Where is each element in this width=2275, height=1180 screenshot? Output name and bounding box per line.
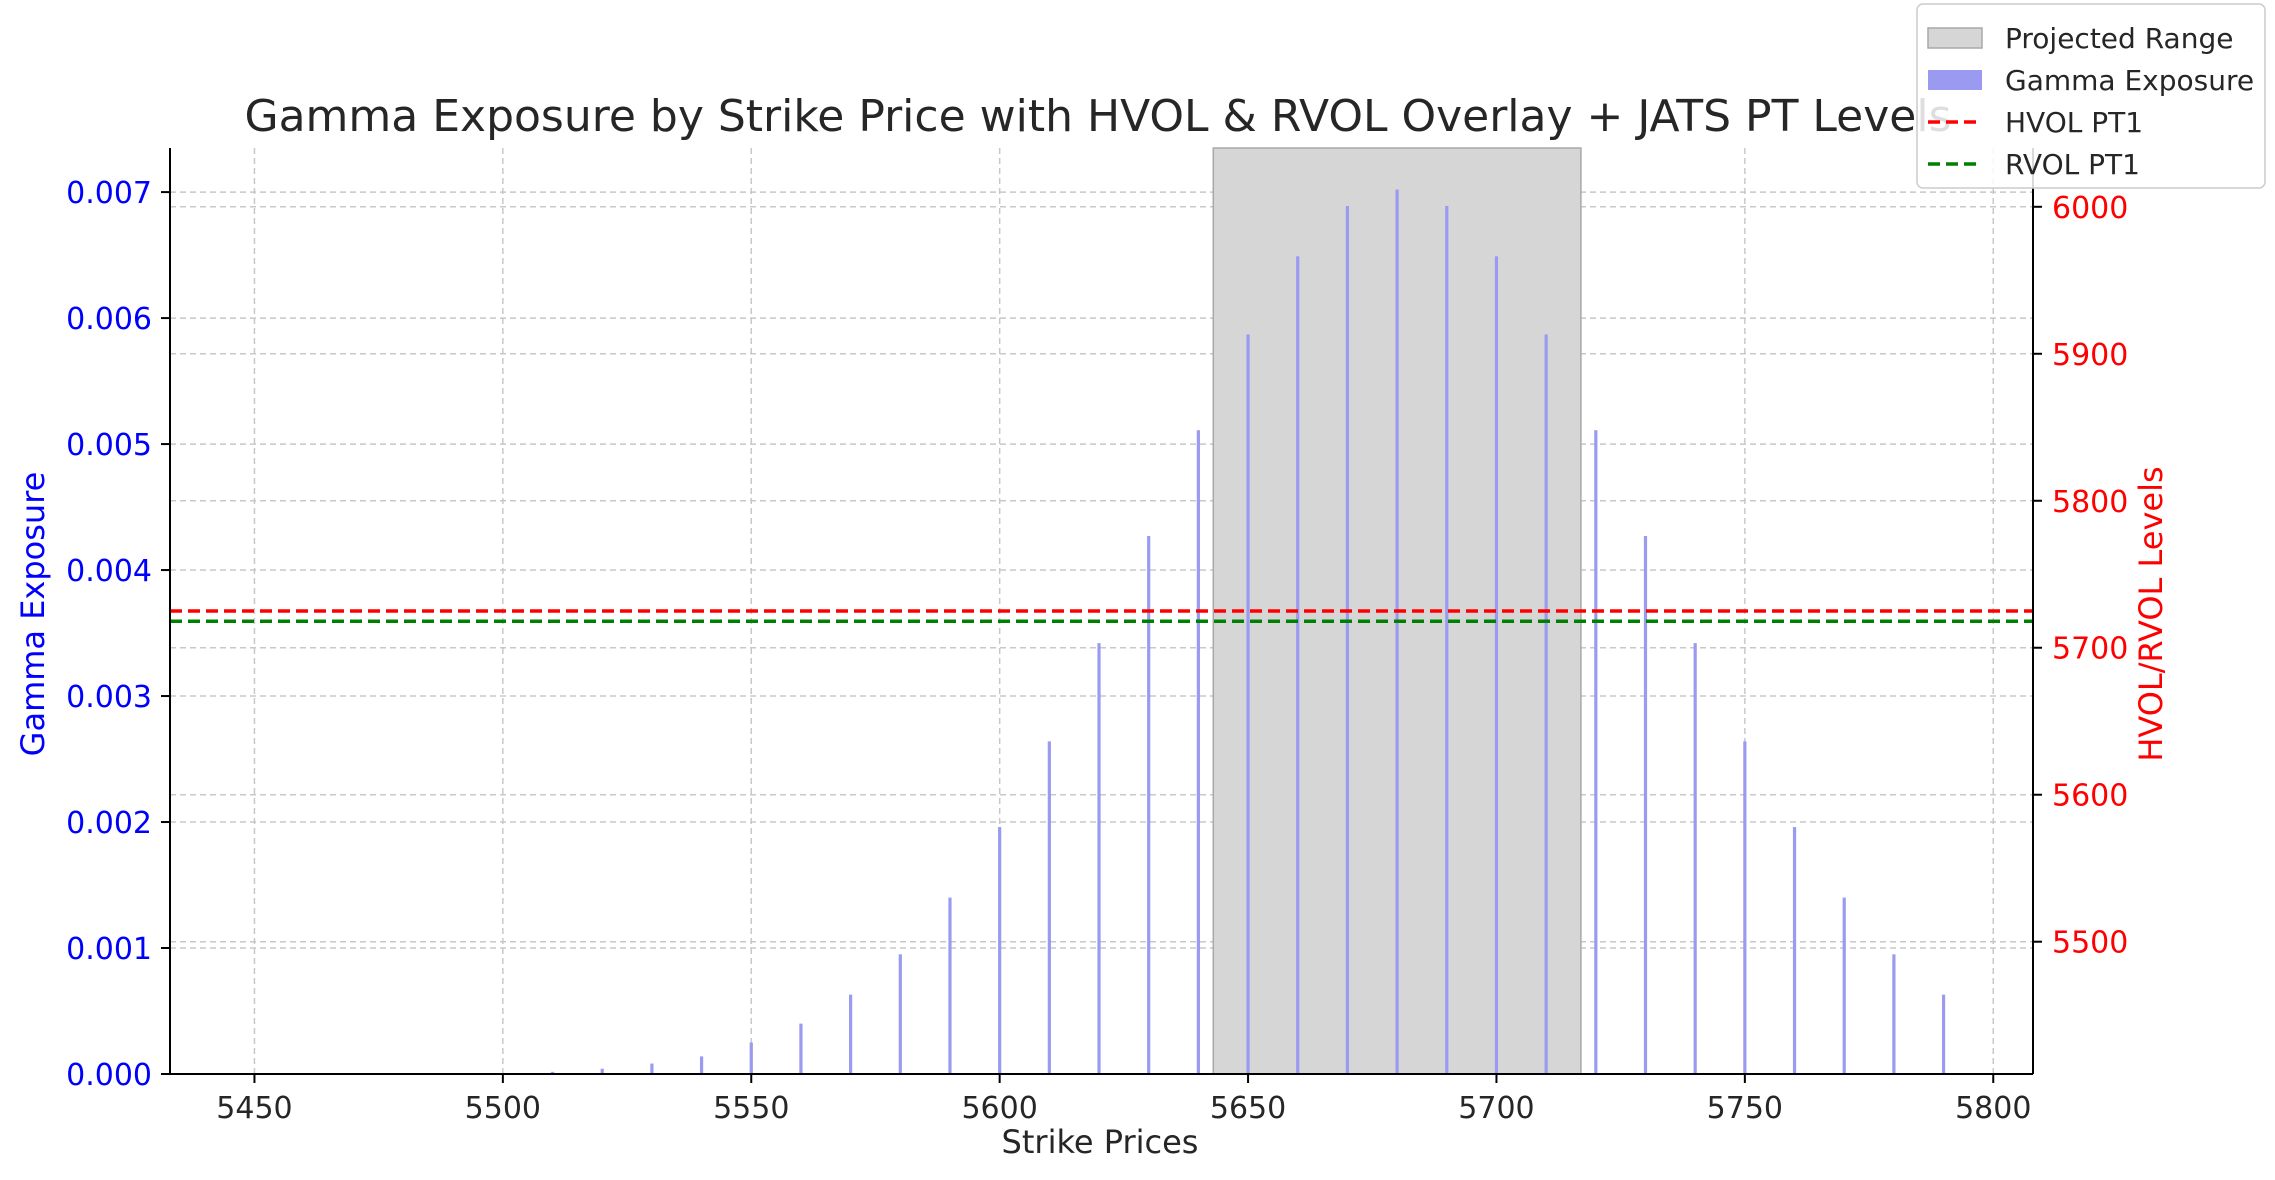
y2-tick-label-0: 5500 [2052, 926, 2128, 961]
y-axis-left-title: Gamma Exposure [14, 472, 52, 757]
y2-tick-label-4: 5900 [2052, 338, 2128, 373]
legend-label-rvol-pt1: RVOL PT1 [2005, 148, 2140, 181]
y-tick-label-7: 0.007 [66, 176, 152, 211]
y-axis-right-ticks: 5500 5600 5700 5800 5900 6000 [2033, 191, 2128, 961]
gamma-bar-5730 [1643, 536, 1648, 1074]
pt-level-lines [170, 609, 2033, 624]
gamma-bar-5750 [1743, 741, 1747, 1074]
y-axis-left-ticks: 0.000 0.001 0.002 0.003 0.004 0.005 0.006 0.007 [66, 176, 170, 1093]
gamma-bar-5780 [1892, 954, 1896, 1074]
gamma-bar-5630 [1147, 536, 1151, 1074]
y-tick-label-1: 0.001 [66, 932, 152, 967]
legend-label-hvol-pt1: HVOL PT1 [2005, 106, 2143, 139]
x-axis-ticks: 5450 5500 5550 5600 5650 5700 5750 5800 [216, 1074, 2031, 1126]
gamma-bar-5530 [650, 1063, 654, 1074]
gamma-bar-5600 [998, 827, 1002, 1074]
y2-tick-label-2: 5700 [2052, 632, 2128, 667]
y-tick-label-4: 0.004 [66, 554, 152, 589]
gamma-bar-5710 [1544, 334, 1548, 1075]
y-axis-right-title: HVOL/RVOL Levels [2132, 466, 2170, 761]
y2-tick-label-1: 5600 [2052, 779, 2128, 814]
gamma-bar-5720 [1594, 430, 1598, 1074]
legend: Projected Range Gamma Exposure HVOL PT1 RVO… [1916, 3, 2266, 189]
gamma-bar-5560 [799, 1023, 803, 1074]
y2-tick-label-5: 6000 [2052, 191, 2128, 226]
gamma-bar-5590 [948, 897, 952, 1074]
gamma-bar-5620 [1097, 643, 1101, 1074]
x-tick-label-2: 5550 [713, 1091, 789, 1126]
gamma-exposure-bars [501, 189, 1946, 1075]
gamma-bar-5660 [1296, 256, 1300, 1075]
legend-swatch-gamma-exposure [1928, 70, 1982, 90]
y-tick-label-0: 0.000 [66, 1058, 152, 1093]
gamma-bar-5520 [600, 1068, 604, 1074]
x-axis-title: Strike Prices [1002, 1123, 1199, 1161]
gamma-bar-5740 [1693, 643, 1697, 1074]
legend-swatch-projected-range [1927, 27, 1983, 49]
y-tick-label-3: 0.003 [66, 680, 152, 715]
gamma-bar-5570 [849, 994, 853, 1074]
gamma-bar-5550 [749, 1042, 753, 1074]
x-tick-label-7: 5800 [1955, 1091, 2031, 1126]
gamma-bar-5690 [1445, 205, 1449, 1074]
gamma-bar-5770 [1842, 897, 1846, 1074]
gamma-bar-5510 [550, 1071, 555, 1074]
chart-title: Gamma Exposure by Strike Price with HVOL… [245, 91, 1952, 142]
gamma-bar-5580 [898, 954, 902, 1074]
gamma-bar-5670 [1345, 205, 1350, 1074]
legend-frame [1916, 3, 2266, 189]
y-tick-label-6: 0.006 [66, 302, 152, 337]
x-tick-label-3: 5600 [961, 1091, 1037, 1126]
y-tick-label-2: 0.002 [66, 806, 152, 841]
gamma-bar-5760 [1792, 827, 1797, 1074]
x-tick-label-0: 5450 [216, 1091, 292, 1126]
legend-label-gamma-exposure: Gamma Exposure [2005, 64, 2254, 97]
x-tick-label-4: 5650 [1210, 1091, 1286, 1126]
gamma-bar-5680 [1395, 189, 1399, 1075]
x-tick-label-6: 5750 [1707, 1091, 1783, 1126]
gamma-bar-5790 [1941, 994, 1946, 1074]
gamma-bar-5700 [1494, 256, 1499, 1075]
gamma-bar-5610 [1047, 741, 1051, 1074]
legend-label-projected-range: Projected Range [2005, 22, 2233, 55]
gamma-bar-5640 [1196, 430, 1200, 1074]
axes [169, 148, 2034, 1075]
gamma-bar-5650 [1246, 334, 1250, 1075]
y2-tick-label-3: 5800 [2052, 485, 2128, 520]
x-tick-label-5: 5700 [1458, 1091, 1534, 1126]
x-tick-label-1: 5500 [465, 1091, 541, 1126]
gamma-bar-5540 [699, 1056, 704, 1074]
y-tick-label-5: 0.005 [66, 428, 152, 463]
